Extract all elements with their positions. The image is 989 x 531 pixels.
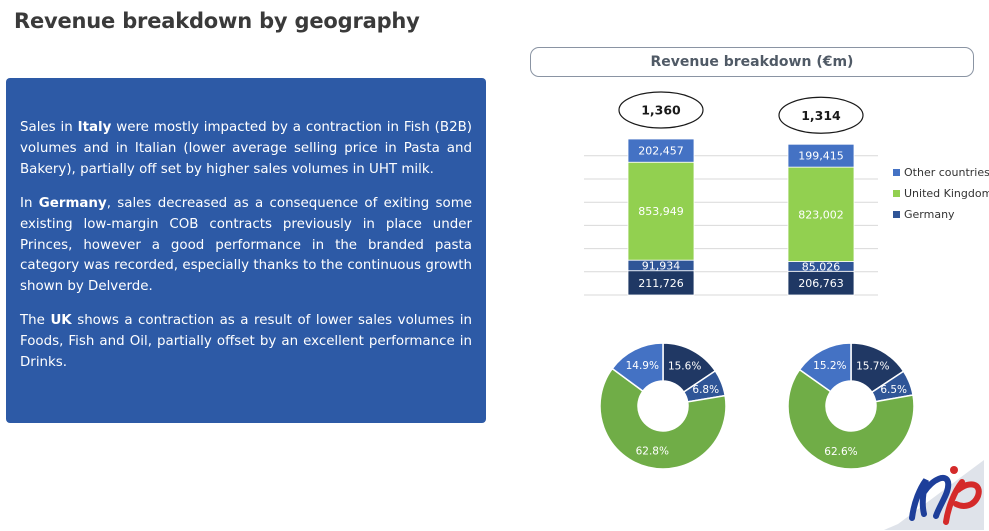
donut-2-label-4: 15.2% [813,360,846,372]
commentary-italy: Sales in Italy were mostly impacted by a… [20,118,472,181]
chart-title: Revenue breakdown (€m) [530,47,974,77]
donut-2-label-2: 6.5% [880,384,907,396]
commentary-uk-post: shows a contraction as a result of lower… [20,313,472,371]
legend-item-other: Other countries [893,165,989,180]
commentary-uk: The UK shows a contraction as a result o… [20,311,472,374]
donut-1-label-1: 15.6% [668,360,701,372]
bar-label-uk-2: 823,002 [798,208,844,221]
bar-label-uk-1: 853,949 [638,205,684,218]
bar-unlabeled-1 [627,270,695,296]
donut-2-slice-3 [787,368,915,470]
donut-1-slice-3 [599,367,727,470]
bar-label-other-2: 199,415 [798,150,844,163]
donut-1-label-4: 14.9% [626,360,659,372]
donut-2-slice-4 [798,342,852,393]
bar-label-unlabeled-2: 206,763 [798,277,844,290]
chart-legend: Other countries United Kingdom Germany [893,165,989,229]
commentary-panel: Sales in Italy were mostly impacted by a… [6,78,486,423]
legend-swatch-germany [893,211,900,219]
commentary-germany-bold: Germany [38,195,107,211]
bar-label-unlabeled-1: 211,726 [638,277,684,290]
legend-label-germany: Germany [904,208,955,222]
bar-label-other-1: 202,457 [638,145,684,158]
revenue-bar-chart: 211,726 91,934 853,949 202,457 1,360 206,763 8… [584,91,878,296]
bar-other-1 [627,138,695,163]
donut-chart-2: 15.7% 6.5% 62.6% 15.2% [787,342,915,470]
legend-item-germany: Germany [893,207,989,222]
legend-label-other: Other countries [904,166,989,179]
total-label-1: 1,360 [641,103,681,118]
bar-other-2 [787,143,855,168]
commentary-italy-bold: Italy [77,120,112,135]
legend-swatch-uk [893,190,900,198]
commentary-germany: In Germany, sales decreased as a consequ… [20,194,472,299]
commentary-uk-bold: UK [50,313,72,329]
total-bubble-1 [618,91,704,129]
legend-label-uk: United Kingdom [904,187,989,201]
donut-chart-1: 15.6% 6.8% 62.8% 14.9% [599,342,727,470]
bar-uk-2 [787,166,855,262]
donut-1-label-3: 62.8% [636,446,669,458]
donut-1-label-2: 6.8% [692,384,719,396]
commentary-italy-post: were mostly impacted by a contraction in… [20,120,472,177]
total-bubble-2 [778,96,864,134]
bar-label-germany-1: 91,934 [642,259,681,272]
donut-2-label-1: 15.7% [856,360,889,372]
total-label-2: 1,314 [801,108,841,123]
commentary-italy-pre: Sales in [20,120,78,135]
bar-uk-1 [627,161,695,261]
donut-2-label-3: 62.6% [824,446,857,458]
legend-swatch-other [893,169,900,176]
page-title: Revenue breakdown by geography [14,9,420,33]
bar-label-germany-2: 85,026 [802,260,841,273]
np-logo-icon [884,460,984,530]
commentary-germany-post: , sales decreased as a consequence of ex… [20,195,472,295]
commentary-germany-pre: In [20,195,39,211]
donut-1-slice-4 [611,342,664,393]
commentary-uk-pre: The [20,313,51,329]
legend-item-uk: United Kingdom [893,186,989,201]
